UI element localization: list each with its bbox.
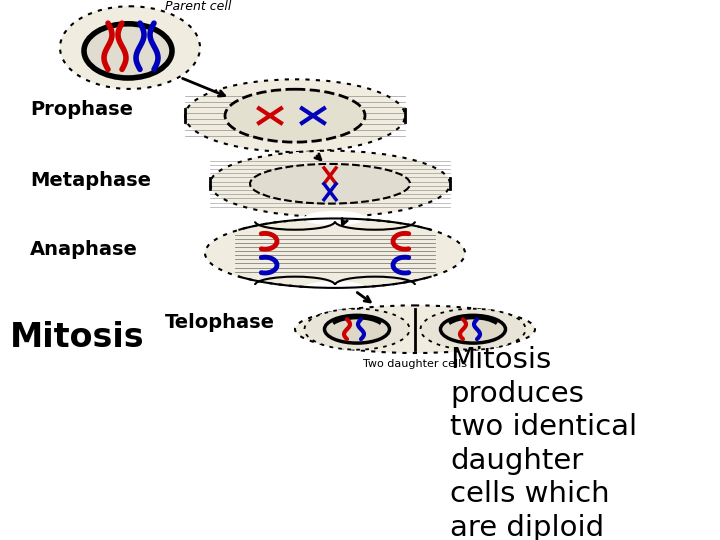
Text: Prophase: Prophase [30, 99, 133, 119]
Ellipse shape [205, 219, 465, 288]
Ellipse shape [305, 309, 410, 350]
Text: Anaphase: Anaphase [30, 240, 138, 259]
Text: Two daughter cells: Two daughter cells [363, 359, 467, 369]
Ellipse shape [225, 89, 365, 142]
Ellipse shape [420, 309, 526, 350]
Ellipse shape [305, 212, 365, 225]
Ellipse shape [305, 282, 365, 295]
Ellipse shape [60, 6, 200, 89]
Ellipse shape [295, 306, 535, 353]
Ellipse shape [250, 164, 410, 204]
Ellipse shape [325, 315, 390, 343]
Text: Mitosis
produces
two identical
daughter
cells which
are diploid: Mitosis produces two identical daughter … [450, 346, 637, 540]
Text: Metaphase: Metaphase [30, 171, 151, 190]
Text: Parent cell: Parent cell [165, 0, 231, 13]
Ellipse shape [84, 24, 172, 78]
Ellipse shape [441, 315, 505, 343]
Text: Telophase: Telophase [165, 313, 275, 332]
Text: Mitosis: Mitosis [10, 321, 145, 354]
Ellipse shape [185, 79, 405, 152]
Ellipse shape [210, 151, 450, 217]
